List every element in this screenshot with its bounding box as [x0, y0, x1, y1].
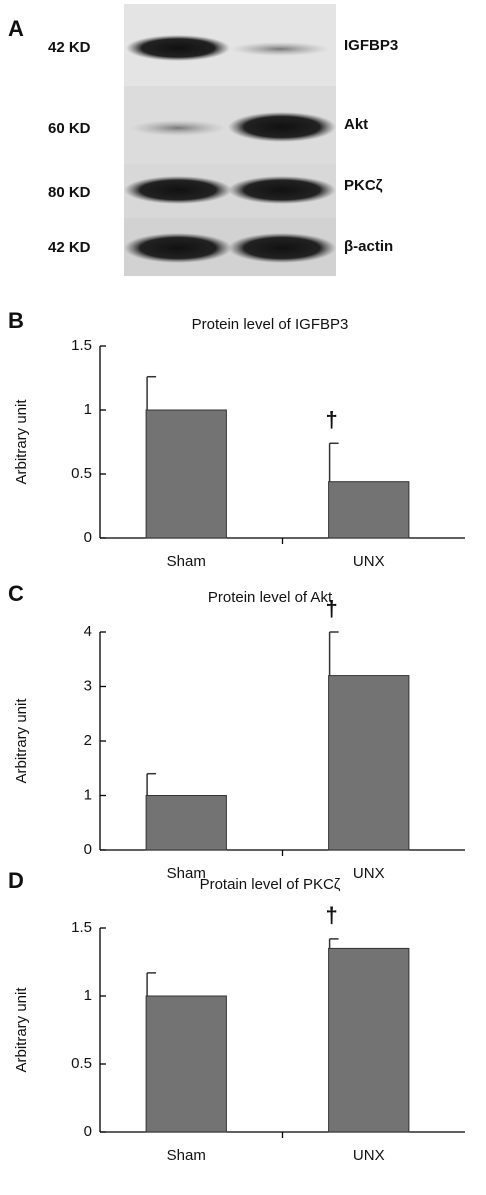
y-tick-label: 3	[84, 677, 92, 694]
y-axis-label: Arbitrary unit	[13, 399, 30, 485]
y-axis-label: Arbitrary unit	[13, 698, 30, 784]
y-tick-label: 0.5	[71, 465, 92, 482]
y-tick-label: 1.5	[71, 919, 92, 936]
blot-band	[230, 42, 330, 56]
y-tick-label: 1	[84, 987, 92, 1004]
bar	[146, 410, 226, 538]
figure: A 42 KD 60 KD 80 KD 42 KD IGFBP3 Akt PKC…	[0, 0, 486, 1190]
size-label: 60 KD	[48, 120, 91, 137]
size-label: 80 KD	[48, 184, 91, 201]
blot-band	[228, 112, 336, 142]
bar	[329, 482, 409, 538]
bar	[146, 996, 226, 1132]
bar	[329, 676, 409, 850]
chart-title: Protein level of IGFBP3	[192, 316, 349, 333]
annotation: †	[325, 407, 337, 432]
y-tick-label: 0	[84, 529, 92, 546]
blot-band	[124, 176, 232, 204]
x-tick-label: UNX	[353, 553, 385, 570]
y-tick-label: 0	[84, 1123, 92, 1140]
panel-label: B	[8, 308, 24, 333]
x-tick-label: UNX	[353, 1147, 385, 1164]
y-tick-label: 1	[84, 401, 92, 418]
size-label: 42 KD	[48, 39, 91, 56]
annotation: †	[325, 903, 337, 928]
protein-label: β-actin	[344, 238, 393, 255]
blot-band	[126, 35, 230, 61]
blot-band	[228, 176, 336, 204]
y-tick-label: 0.5	[71, 1055, 92, 1072]
y-axis-label: Arbitrary unit	[13, 987, 30, 1073]
x-tick-label: Sham	[167, 553, 206, 570]
x-tick-label: UNX	[353, 865, 385, 882]
blot-band	[228, 233, 336, 263]
chart-title: Protain level of PKCζ	[200, 876, 341, 893]
x-tick-label: Sham	[167, 1147, 206, 1164]
size-label: 42 KD	[48, 239, 91, 256]
protein-label: PKCζ	[344, 177, 383, 194]
bar	[146, 796, 226, 851]
blot-band	[124, 233, 232, 263]
y-tick-label: 4	[84, 623, 92, 640]
blot-band	[130, 120, 226, 136]
y-tick-label: 1.5	[71, 337, 92, 354]
panel-label: A	[8, 16, 24, 41]
y-tick-label: 1	[84, 786, 92, 803]
protein-label: Akt	[344, 116, 368, 133]
panel-label: C	[8, 581, 24, 606]
annotation: †	[325, 596, 337, 621]
panel-label: D	[8, 868, 24, 893]
chart-title: Protein level of Akt	[208, 589, 333, 606]
bar	[329, 948, 409, 1132]
y-tick-label: 0	[84, 841, 92, 858]
y-tick-label: 2	[84, 732, 92, 749]
protein-label: IGFBP3	[344, 37, 398, 54]
western-blot	[124, 4, 336, 276]
